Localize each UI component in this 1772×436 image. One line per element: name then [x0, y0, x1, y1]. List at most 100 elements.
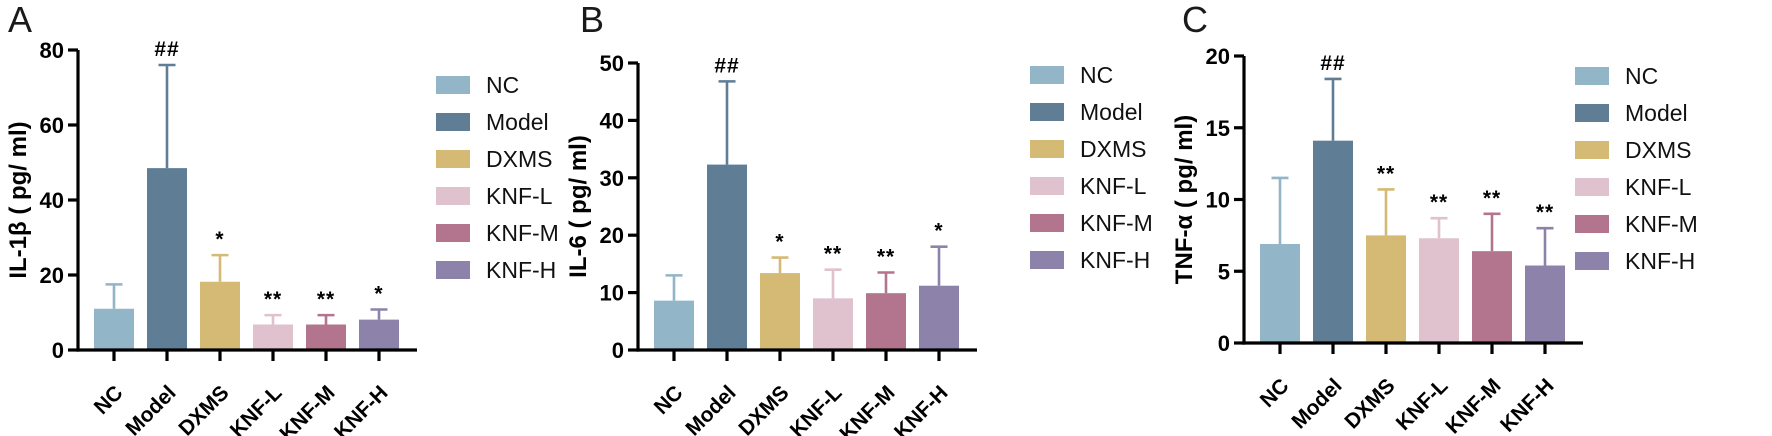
significance-mark-dxms: **	[1377, 162, 1395, 185]
legend-item-nc: NC	[436, 72, 559, 98]
legend-item-knf-h: KNF-H	[436, 257, 559, 283]
bar-knf-l	[253, 324, 293, 350]
y-axis-title: IL-6 ( pg/ ml)	[565, 135, 592, 278]
legend-swatch-knf-h	[1030, 251, 1064, 269]
legend-swatch-knf-m	[436, 224, 470, 242]
significance-mark-knf-l: **	[824, 243, 842, 266]
y-tick-label-80: 80	[40, 38, 64, 63]
legend-label-dxms: DXMS	[1080, 136, 1147, 162]
legend-item-model: Model	[1575, 100, 1698, 126]
legend-label-knf-l: KNF-L	[486, 183, 553, 209]
y-tick-label-30: 30	[600, 166, 624, 191]
panel-a: A NC ## Model * DXMS ** KNF-L ** KNF-M * KNF-H 0 20 4…	[0, 0, 560, 436]
legend-label-model: Model	[1625, 100, 1688, 126]
bar-dxms	[200, 281, 240, 350]
legend-swatch-knf-m	[1575, 215, 1609, 233]
bar-nc	[94, 308, 134, 350]
legend-item-knf-l: KNF-L	[1575, 174, 1698, 200]
chart-il1b: NC##Model*DXMS**KNF-L**KNF-M*KNF-H020406…	[5, 38, 417, 436]
significance-mark-model: ##	[154, 38, 179, 61]
legend-item-dxms: DXMS	[436, 146, 559, 172]
legend-item-knf-m: KNF-M	[436, 220, 559, 246]
legend-item-knf-m: KNF-M	[1575, 211, 1698, 237]
legend-swatch-knf-l	[1030, 177, 1064, 195]
legend-swatch-dxms	[1030, 140, 1064, 158]
significance-mark-knf-l: **	[264, 288, 282, 311]
y-axis-title: TNF-α ( pg/ ml)	[1171, 115, 1198, 284]
bar-nc	[1260, 243, 1300, 343]
bar-nc	[654, 300, 694, 350]
legend-item-knf-l: KNF-L	[1030, 173, 1153, 199]
x-label-knf-h: KNF-H	[890, 381, 952, 436]
y-tick-label-10: 10	[600, 281, 624, 306]
x-label-dxms: DXMS	[1340, 374, 1399, 433]
significance-mark-knf-h: **	[1536, 201, 1554, 224]
x-label-knf-l: KNF-L	[1392, 374, 1453, 435]
legend-label-nc: NC	[1080, 62, 1114, 88]
legend-swatch-knf-h	[436, 261, 470, 279]
bar-knf-h	[359, 319, 399, 350]
y-tick-label-15: 15	[1206, 116, 1230, 141]
bar-knf-m	[866, 293, 906, 350]
legend-label-nc: NC	[486, 72, 520, 98]
y-tick-label-60: 60	[40, 113, 64, 138]
legend-label-knf-m: KNF-M	[486, 220, 559, 246]
significance-mark-knf-h: *	[934, 220, 943, 243]
x-label-knf-h: KNF-H	[330, 381, 392, 436]
x-label-knf-h: KNF-H	[1496, 374, 1558, 436]
legend-swatch-nc	[1575, 67, 1609, 85]
legend-item-model: Model	[436, 109, 559, 135]
x-label-dxms: DXMS	[734, 381, 793, 436]
legend-item-dxms: DXMS	[1030, 136, 1153, 162]
chart-tnfa: NC ## Model ** DXMS ** KNF-L ** KNF-M ** KNF-H 0 5 10…	[1171, 44, 1583, 436]
y-tick-label-50: 50	[600, 51, 624, 76]
bar-knf-l	[1419, 238, 1459, 343]
x-label-nc: NC	[90, 381, 128, 419]
significance-mark-knf-h: *	[374, 283, 383, 306]
significance-mark-model: ##	[1320, 52, 1345, 75]
y-tick-label-40: 40	[40, 188, 64, 213]
significance-mark-dxms: *	[775, 231, 784, 254]
legend-label-knf-m: KNF-M	[1080, 210, 1153, 236]
significance-mark-knf-m: **	[1483, 187, 1501, 210]
legend-label-model: Model	[1080, 99, 1143, 125]
bar-knf-h	[919, 285, 959, 350]
legend-label-dxms: DXMS	[1625, 137, 1692, 163]
y-tick-label-0: 0	[52, 338, 64, 363]
bar-knf-h	[1525, 265, 1565, 343]
legend-item-knf-l: KNF-L	[436, 183, 559, 209]
bar-model	[147, 168, 187, 350]
significance-mark-dxms: *	[215, 228, 224, 251]
legend-il1b: NC Model DXMS KNF-L KNF-M KNF-H	[436, 72, 559, 298]
legend-tnfa: NC Model DXMS KNF-L KNF-M KNF-H	[1575, 65, 1698, 289]
y-tick-label-0: 0	[1218, 331, 1230, 356]
legend-label-knf-l: KNF-L	[1080, 173, 1147, 199]
legend-item-knf-h: KNF-H	[1030, 247, 1153, 273]
y-axis-title: IL-1β ( pg/ ml)	[5, 121, 32, 278]
y-tick-label-0: 0	[612, 338, 624, 363]
y-tick-label-20: 20	[600, 223, 624, 248]
panel-letter-b: B	[580, 0, 605, 40]
legend-label-model: Model	[486, 109, 549, 135]
panel-letter-c: C	[1182, 0, 1208, 40]
legend-label-knf-h: KNF-H	[1080, 247, 1151, 273]
x-label-model: Model	[121, 381, 180, 436]
legend-swatch-dxms	[436, 150, 470, 168]
legend-item-nc: NC	[1030, 62, 1153, 88]
x-label-nc: NC	[1256, 374, 1294, 412]
legend-swatch-knf-m	[1030, 214, 1064, 232]
legend-il6: NC Model DXMS KNF-L KNF-M KNF-H	[1030, 62, 1153, 288]
legend-item-nc: NC	[1575, 65, 1698, 88]
legend-label-knf-l: KNF-L	[1625, 174, 1692, 200]
legend-label-knf-m: KNF-M	[1625, 211, 1698, 237]
legend-label-dxms: DXMS	[486, 146, 553, 172]
panel-b: B NC ## Model * DXMS ** KNF-L ** KNF-M * KNF-H 0 10 2…	[560, 0, 1172, 436]
legend-label-knf-h: KNF-H	[486, 257, 557, 283]
bar-knf-m	[306, 324, 346, 350]
legend-swatch-model	[1575, 104, 1609, 122]
legend-swatch-knf-h	[1575, 252, 1609, 270]
legend-swatch-knf-l	[1575, 178, 1609, 196]
bar-model	[707, 164, 747, 350]
bar-knf-m	[1472, 251, 1512, 343]
